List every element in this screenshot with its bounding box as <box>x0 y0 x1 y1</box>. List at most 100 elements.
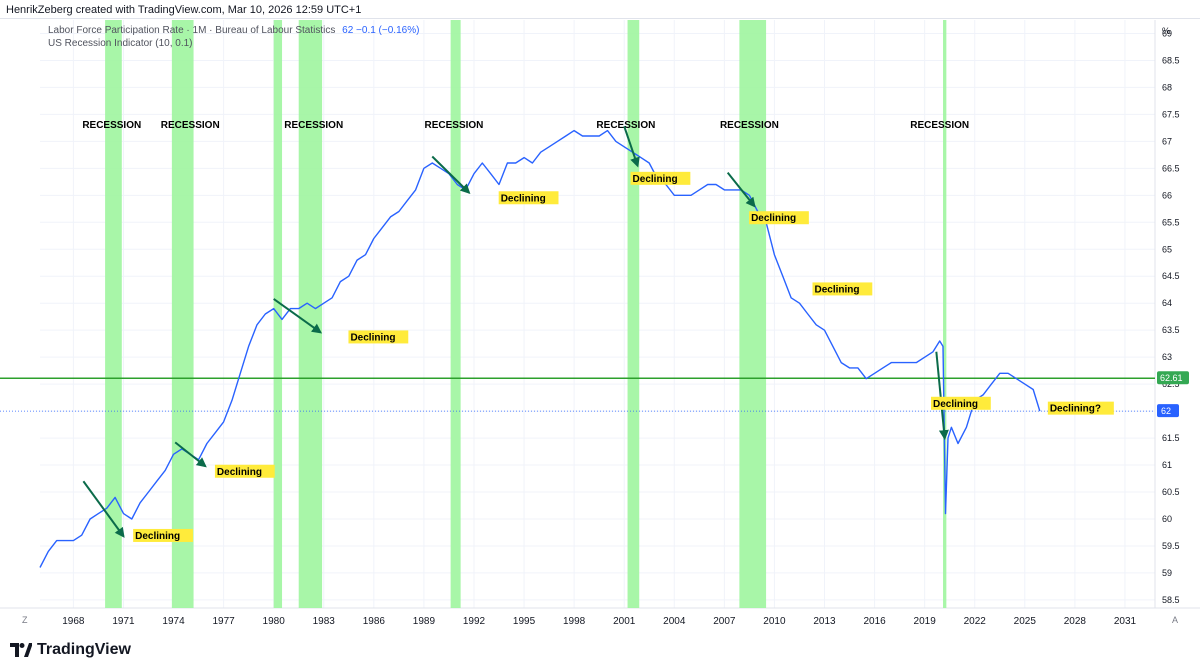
annotation-label: Declining <box>814 284 859 295</box>
y-tick-label: 64 <box>1162 298 1172 308</box>
declining-arrow <box>935 351 949 441</box>
x-tick-label: 2019 <box>914 616 937 627</box>
annotation-label-bg <box>214 464 275 478</box>
recession-band <box>450 20 461 608</box>
x-tick-label: 1983 <box>313 616 336 627</box>
tradingview-logo-icon <box>10 643 32 657</box>
y-tick-label: 68.5 <box>1162 55 1180 65</box>
y-tick-label: 63 <box>1162 352 1172 362</box>
annotation-label-bg <box>812 282 873 296</box>
annotation-label: Declining <box>350 332 395 343</box>
recession-label: RECESSION <box>82 120 141 131</box>
chart-frame <box>0 18 1200 631</box>
annotation-label-bg <box>348 330 409 344</box>
x-tick-label: 2013 <box>813 616 836 627</box>
level-tag: 62.61 <box>1160 373 1183 383</box>
corner-right-label[interactable]: A <box>1172 615 1179 625</box>
annotation-label: Declining <box>751 213 796 224</box>
y-tick-label: 60 <box>1162 514 1172 524</box>
recession-label: RECESSION <box>161 120 220 131</box>
declining-arrow <box>726 172 756 208</box>
recession-band <box>627 20 640 608</box>
annotation-label: Declining <box>933 399 978 410</box>
annotation-labels: Declining Declining Declining Declining Decl… <box>133 171 1114 542</box>
y-tick-label: 64.5 <box>1162 271 1180 281</box>
y-tick-label: 59 <box>1162 568 1172 578</box>
recession-band <box>105 20 122 608</box>
annotation-label-bg <box>630 171 691 185</box>
x-tick-label: 1989 <box>413 616 436 627</box>
x-tick-label: 2001 <box>613 616 636 627</box>
last-value-tag: 62 <box>1161 406 1171 416</box>
annotation-label-bg <box>749 211 809 225</box>
y-tick-label: 67.5 <box>1162 109 1180 119</box>
x-tick-label: 2031 <box>1114 616 1137 627</box>
x-tick-label: 1971 <box>112 616 135 627</box>
annotation-label: Declining <box>135 531 180 542</box>
grid-lines <box>0 20 1200 609</box>
y-tick-label: 61 <box>1162 460 1172 470</box>
y-tick-label: 67 <box>1162 136 1172 146</box>
annotation-label: Declining? <box>1050 404 1101 415</box>
tradingview-logo[interactable]: TradingView <box>10 641 131 659</box>
declining-arrow <box>174 441 207 468</box>
x-tick-label: 2025 <box>1014 616 1037 627</box>
recession-label: RECESSION <box>284 120 343 131</box>
y-tick-label: 65 <box>1162 244 1172 254</box>
y-tick-label: 61.5 <box>1162 433 1180 443</box>
annotation-label: Declining <box>501 193 546 204</box>
y-axis: 58.55959.56060.56161.56262.56363.56464.5… <box>1157 26 1189 605</box>
x-tick-label: 2007 <box>713 616 736 627</box>
declining-arrows <box>82 125 949 538</box>
recession-bands: RECESSION RECESSION RECESSION RECESSION RECE… <box>82 20 969 608</box>
declining-arrow <box>82 480 125 538</box>
y-tick-label: 58.5 <box>1162 595 1180 605</box>
y-unit-label: % <box>1162 26 1170 36</box>
recession-label: RECESSION <box>910 120 969 131</box>
annotation-label-bg <box>931 396 991 410</box>
declining-arrow <box>431 155 471 195</box>
x-tick-label: 2004 <box>663 616 686 627</box>
chart-credit: HenrikZeberg created with TradingView.co… <box>6 4 362 16</box>
series-value: 62 −0.1 (−0.16%) <box>342 25 420 36</box>
y-tick-label: 59.5 <box>1162 541 1180 551</box>
y-tick-label: 66 <box>1162 190 1172 200</box>
y-tick-label: 63.5 <box>1162 325 1180 335</box>
x-tick-label: 1980 <box>263 616 286 627</box>
x-tick-label: 1974 <box>162 616 185 627</box>
y-tick-label: 66.5 <box>1162 163 1180 173</box>
last-value-tag-bg <box>1157 404 1179 418</box>
recession-band <box>739 20 767 608</box>
y-tick-label: 65.5 <box>1162 217 1180 227</box>
x-tick-label: 1992 <box>463 616 486 627</box>
x-tick-label: 1986 <box>363 616 386 627</box>
x-tick-label: 2010 <box>763 616 786 627</box>
annotation-label-bg <box>133 528 193 542</box>
x-tick-label: 1977 <box>212 616 235 627</box>
corner-left-label[interactable]: Z <box>22 615 28 625</box>
recession-label: RECESSION <box>720 120 779 131</box>
recession-band <box>943 20 947 608</box>
y-tick-label: 69 <box>1162 28 1172 38</box>
series-line-group <box>39 129 1041 568</box>
x-tick-label: 2016 <box>863 616 886 627</box>
x-tick-label: 2028 <box>1064 616 1087 627</box>
x-axis: 1968 1971 1974 1977 1980 1983 1986 1989 1992 1995… <box>62 616 1136 627</box>
annotation-label: Declining <box>217 467 262 478</box>
x-tick-label: 1968 <box>62 616 85 627</box>
indicator-name: US Recession Indicator (10, 0.1) <box>48 38 193 49</box>
chart-legend: Labor Force Participation Rate · 1M · Bu… <box>48 24 419 50</box>
x-tick-label: 2022 <box>964 616 987 627</box>
y-tick-label: 60.5 <box>1162 487 1180 497</box>
series-name: Labor Force Participation Rate · 1M · Bu… <box>48 25 336 36</box>
series-line <box>39 129 1041 568</box>
annotation-label: Declining <box>633 174 678 185</box>
declining-arrow <box>273 298 323 334</box>
recession-label: RECESSION <box>596 120 655 131</box>
recession-band <box>171 20 194 608</box>
y-tick-label: 68 <box>1162 82 1172 92</box>
logo-text: TradingView <box>37 641 131 658</box>
x-tick-label: 1998 <box>563 616 586 627</box>
annotation-label-bg <box>1047 401 1114 415</box>
